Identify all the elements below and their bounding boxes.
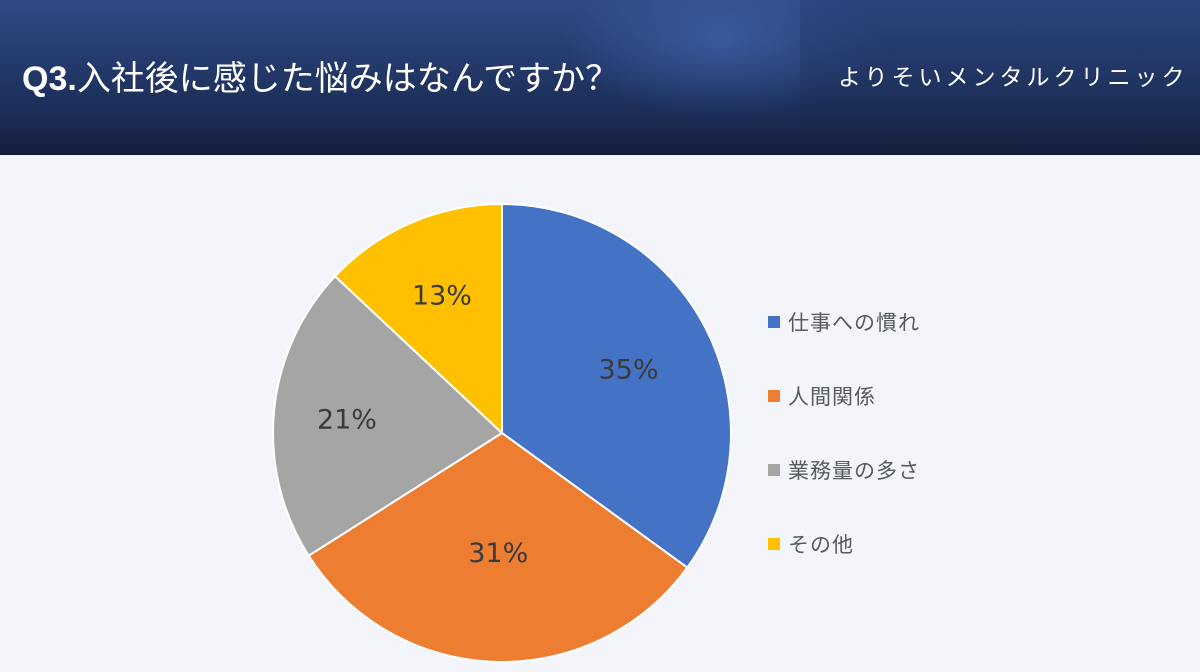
question-text: 入社後に感じた悩みはなんですか？ bbox=[76, 59, 620, 99]
pie-chart: 35% 31% 21% 13% 仕事への慣れ 人間関係 業務量の多さ その他 bbox=[0, 155, 1200, 672]
header-banner: Q3.入社後に感じた悩みはなんですか？ よりそいメンタルクリニック bbox=[0, 0, 1200, 155]
header-panel bbox=[800, 0, 1200, 155]
legend-item-workload: 業務量の多さ bbox=[768, 455, 920, 485]
legend-swatch-icon bbox=[768, 464, 780, 476]
data-label: 31% bbox=[468, 538, 528, 569]
chart-legend: 仕事への慣れ 人間関係 業務量の多さ その他 bbox=[768, 307, 920, 603]
clinic-name: よりそいメンタルクリニック bbox=[838, 65, 1189, 91]
slice-other bbox=[333, 202, 503, 436]
legend-swatch-icon bbox=[768, 390, 780, 402]
data-label: 13% bbox=[412, 280, 472, 311]
slice-workload bbox=[272, 274, 504, 558]
legend-label: その他 bbox=[788, 533, 854, 557]
legend-item-other: その他 bbox=[768, 529, 920, 559]
legend-label: 業務量の多さ bbox=[788, 459, 920, 483]
page-title: Q3.入社後に感じた悩みはなんですか？ bbox=[22, 54, 619, 104]
pie-svg: 35% 31% 21% 13% bbox=[272, 202, 732, 663]
legend-label: 人間関係 bbox=[788, 385, 876, 409]
slice-work-adjustment bbox=[501, 202, 732, 570]
legend-item-relationships: 人間関係 bbox=[768, 381, 920, 411]
slice-relationships bbox=[307, 431, 689, 663]
legend-swatch-icon bbox=[768, 316, 780, 328]
data-label: 21% bbox=[317, 404, 377, 435]
question-number: Q3. bbox=[22, 60, 77, 98]
legend-swatch-icon bbox=[768, 538, 780, 550]
legend-item-work-adjustment: 仕事への慣れ bbox=[768, 307, 920, 337]
data-label: 35% bbox=[598, 355, 658, 386]
legend-label: 仕事への慣れ bbox=[788, 311, 920, 335]
